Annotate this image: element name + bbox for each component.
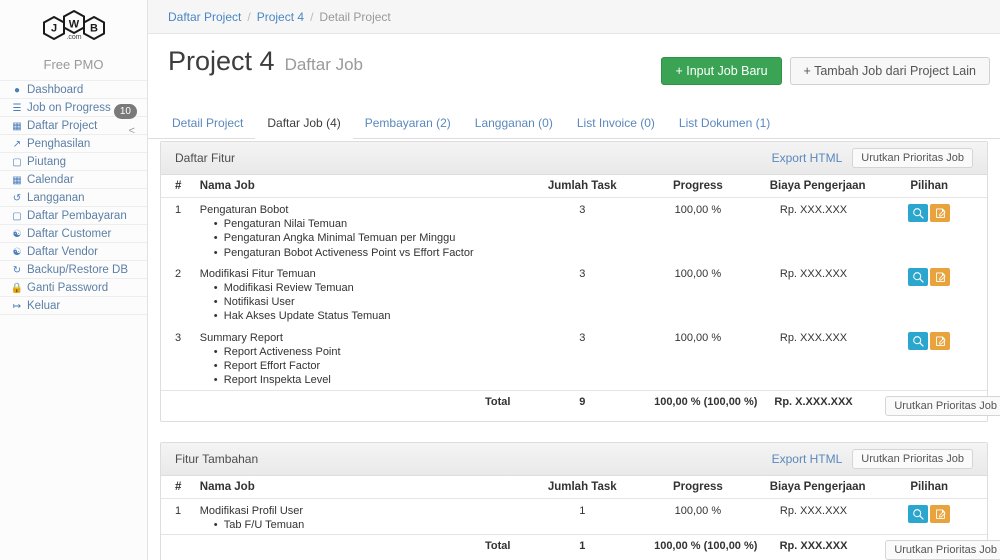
svg-text:J: J — [50, 23, 56, 35]
svg-text:B: B — [90, 23, 98, 35]
svg-text:W: W — [68, 19, 79, 31]
svg-text:.com: .com — [66, 34, 81, 41]
